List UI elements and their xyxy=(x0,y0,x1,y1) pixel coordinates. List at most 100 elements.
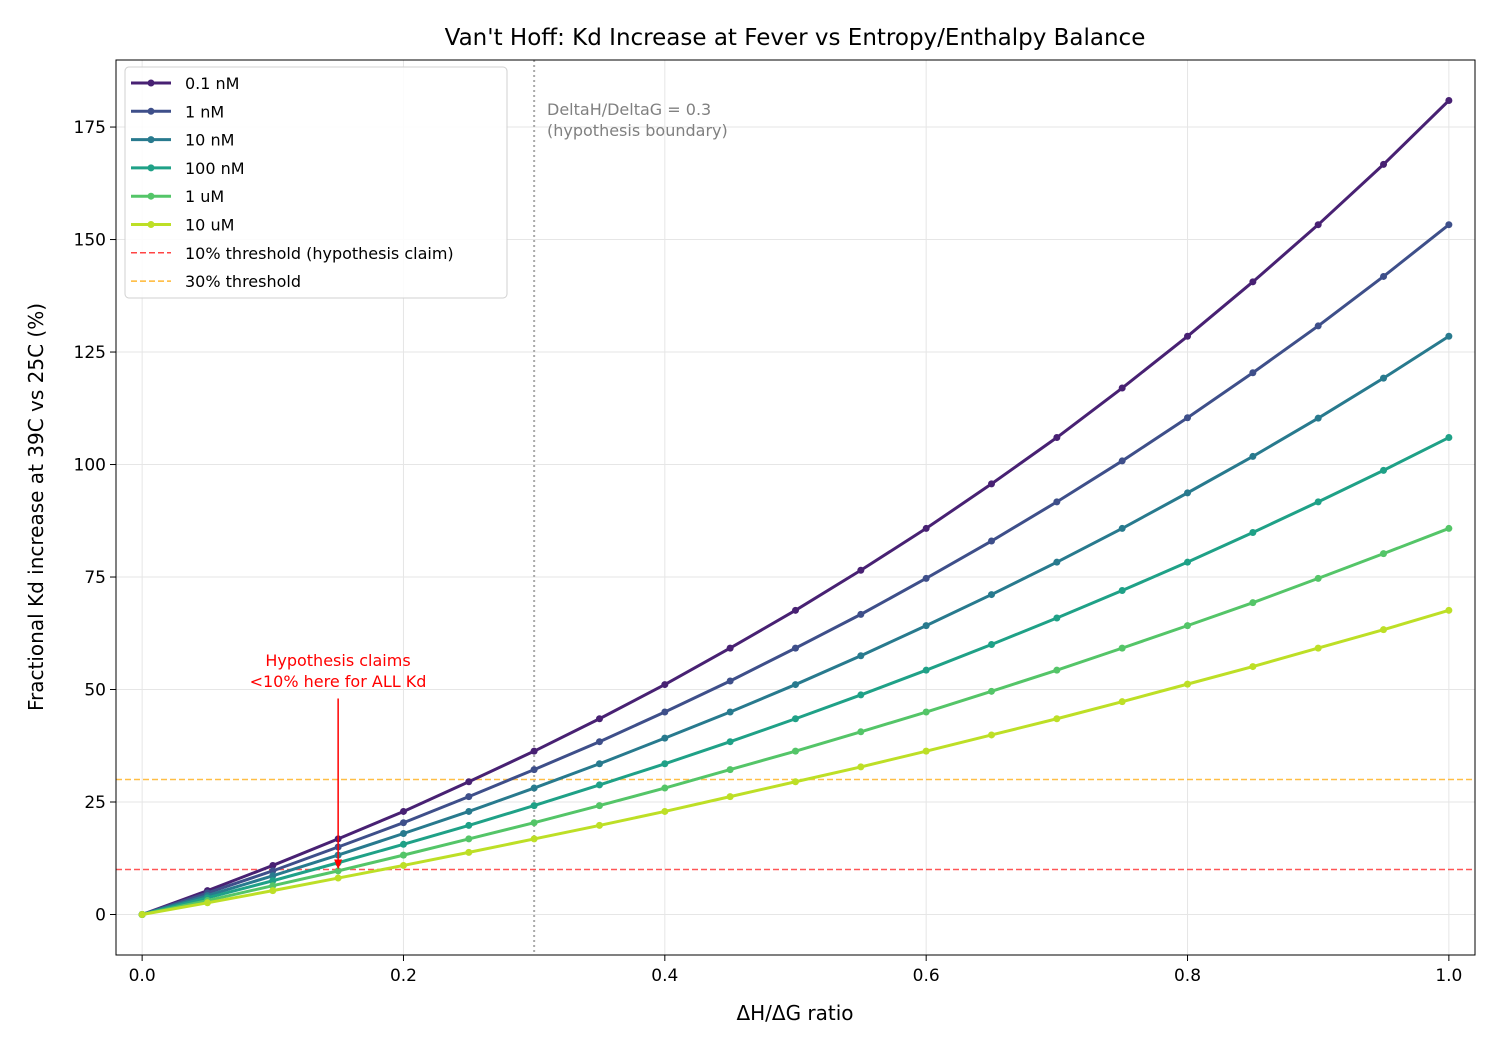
data-point xyxy=(1380,550,1388,558)
data-point xyxy=(1053,666,1061,674)
data-point xyxy=(1118,457,1126,465)
data-point xyxy=(530,766,538,774)
x-axis-label: ΔH/ΔG ratio xyxy=(736,1001,853,1025)
data-point xyxy=(988,641,996,649)
data-point xyxy=(1184,680,1192,688)
data-point xyxy=(726,793,734,801)
data-point xyxy=(1118,644,1126,652)
data-point xyxy=(726,677,734,685)
data-point xyxy=(269,872,277,880)
data-point xyxy=(595,802,603,810)
data-point xyxy=(661,734,669,742)
x-tick-label: 0.6 xyxy=(913,966,940,986)
data-point xyxy=(726,644,734,652)
data-point xyxy=(792,778,799,786)
data-point xyxy=(595,715,603,723)
data-point xyxy=(922,524,930,532)
data-point xyxy=(465,821,473,829)
legend-marker xyxy=(147,164,155,172)
data-point xyxy=(269,867,277,875)
data-point xyxy=(1184,414,1192,422)
data-point xyxy=(1445,434,1453,442)
data-point xyxy=(726,766,734,774)
legend-label: 10% threshold (hypothesis claim) xyxy=(185,244,454,263)
data-point xyxy=(399,807,407,815)
y-tick-label: 25 xyxy=(84,793,106,813)
data-point xyxy=(792,747,799,755)
data-point xyxy=(1249,599,1257,607)
data-point xyxy=(1314,574,1322,582)
data-point xyxy=(1053,558,1061,566)
legend-marker xyxy=(147,136,155,144)
data-point xyxy=(465,807,473,815)
legend-marker xyxy=(147,221,155,228)
data-point xyxy=(661,681,669,689)
data-point xyxy=(922,708,930,716)
legend-label: 10 nM xyxy=(185,131,234,150)
legend-label: 100 nM xyxy=(185,159,245,178)
data-point xyxy=(269,861,277,869)
series-100-nM xyxy=(138,434,1453,919)
data-point xyxy=(1249,452,1257,460)
data-point xyxy=(661,784,669,792)
data-point xyxy=(595,760,603,768)
data-point xyxy=(465,793,473,801)
data-point xyxy=(792,681,799,689)
data-point xyxy=(595,821,603,829)
legend-label: 1 uM xyxy=(185,187,224,206)
data-point xyxy=(203,899,211,907)
data-point xyxy=(595,738,603,746)
axis-ticks: 0.0 0.2 0.4 0.6 0.8 1.0 0 25 50 75 100 125 150 175 xyxy=(74,118,1463,986)
data-point xyxy=(1053,498,1061,506)
data-point xyxy=(857,652,865,660)
series-group xyxy=(138,96,1453,919)
data-point xyxy=(334,867,342,875)
annotation-line2: <10% here for ALL Kd xyxy=(250,672,427,691)
data-point xyxy=(1445,332,1453,340)
data-point xyxy=(269,877,277,885)
data-point xyxy=(1118,524,1126,532)
data-point xyxy=(465,778,473,786)
data-point xyxy=(1445,606,1453,614)
grid xyxy=(116,60,1475,955)
data-point xyxy=(857,691,865,699)
annotation-line1: Hypothesis claims xyxy=(265,651,410,670)
data-point xyxy=(1249,369,1257,377)
legend: 0.1 nM 1 nM 10 nM 100 nM 1 uM 10 uM 10% thresh… xyxy=(124,66,508,299)
data-point xyxy=(661,807,669,815)
data-point xyxy=(1053,715,1061,723)
data-point xyxy=(792,606,799,614)
data-point xyxy=(530,802,538,810)
data-point xyxy=(922,622,930,630)
data-point xyxy=(334,874,342,882)
data-point xyxy=(857,566,865,574)
data-point xyxy=(792,644,799,652)
data-point xyxy=(857,728,865,736)
data-point xyxy=(988,687,996,695)
legend-label: 30% threshold xyxy=(185,272,301,291)
data-point xyxy=(399,861,407,869)
vline-label-line1: DeltaH/DeltaG = 0.3 xyxy=(547,100,711,119)
plot-frame xyxy=(115,59,1476,956)
series-10-uM xyxy=(138,606,1453,919)
data-point xyxy=(988,591,996,599)
data-point xyxy=(1380,374,1388,382)
x-tick-label: 0.0 xyxy=(129,966,156,986)
y-axis-label: Fractional Kd increase at 39C vs 25C (%) xyxy=(24,303,48,711)
data-point xyxy=(1053,614,1061,622)
data-point xyxy=(530,835,538,843)
data-point xyxy=(988,480,996,488)
data-point xyxy=(726,708,734,716)
data-point xyxy=(1380,160,1388,168)
x-tick-label: 0.4 xyxy=(651,966,678,986)
data-point xyxy=(1184,489,1192,497)
series-0-1-nM xyxy=(138,96,1453,919)
data-point xyxy=(530,784,538,792)
data-point xyxy=(857,763,865,771)
legend-marker xyxy=(147,107,155,115)
x-tick-label: 0.2 xyxy=(390,966,417,986)
data-point xyxy=(269,887,277,895)
data-point xyxy=(922,666,930,674)
y-tick-label: 150 xyxy=(74,231,106,251)
